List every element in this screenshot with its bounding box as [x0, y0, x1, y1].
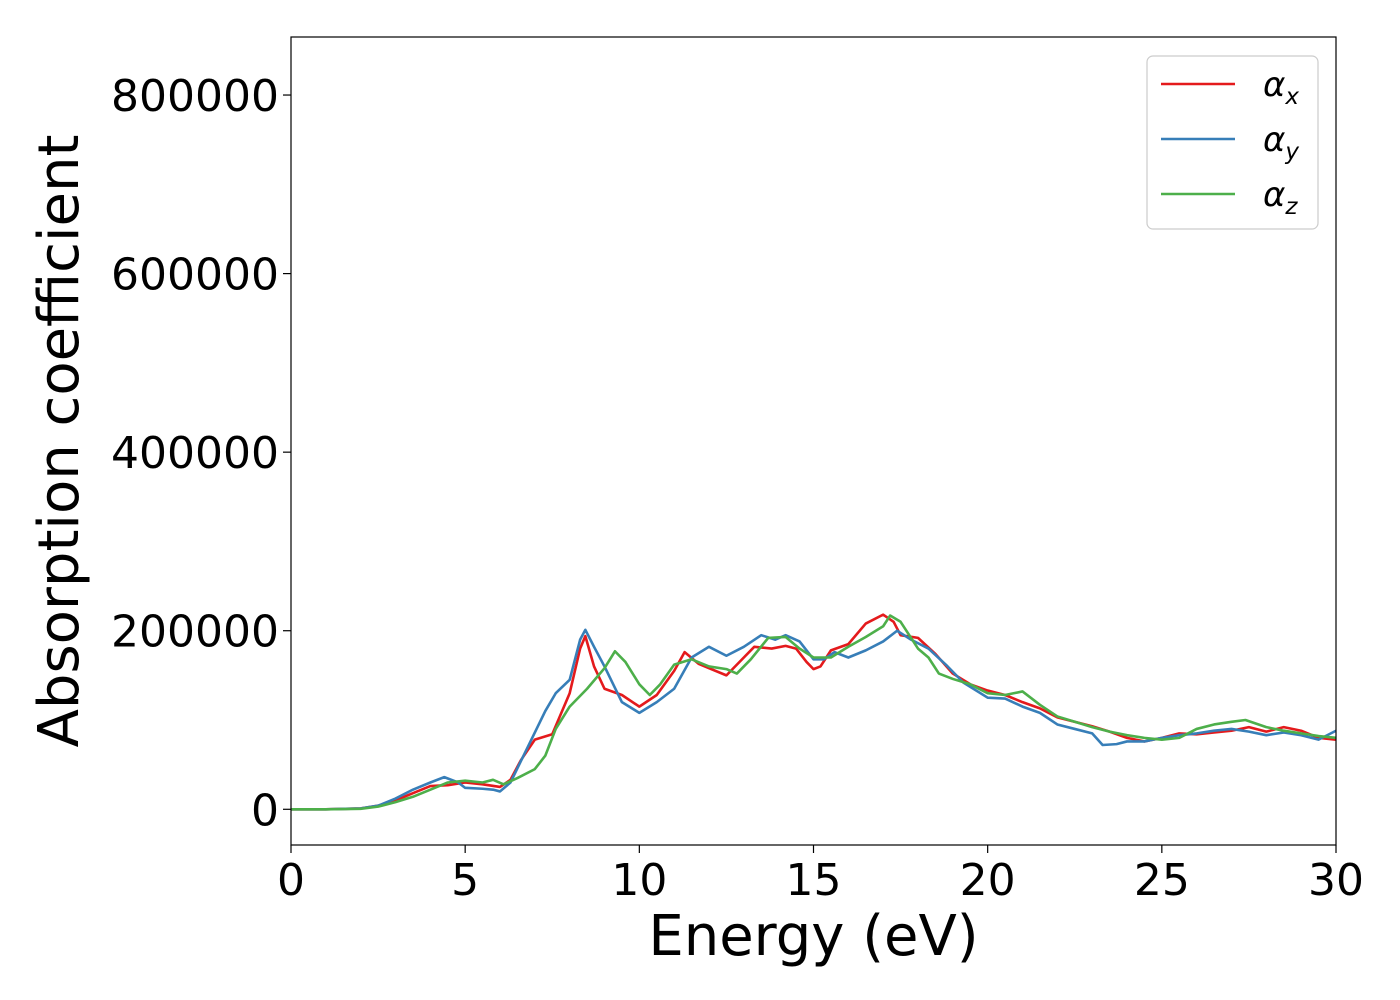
y-tick-label: 400000 [111, 428, 279, 479]
x-axis-label: Energy (eV) [648, 904, 978, 969]
legend-subscript: x [1284, 84, 1299, 110]
x-tick-label: 5 [451, 855, 479, 906]
legend-symbol: α [1263, 175, 1285, 215]
series-line-y [291, 628, 1336, 811]
x-tick-label: 10 [611, 855, 667, 906]
y-tick-label: 200000 [111, 607, 279, 658]
y-tick-label: 800000 [111, 71, 279, 122]
x-tick-label: 30 [1308, 855, 1364, 906]
y-tick-label: 0 [251, 785, 279, 836]
legend-label-z: αz [1263, 175, 1298, 220]
series-line-x [291, 613, 1336, 811]
series-line-z [291, 614, 1336, 811]
legend-subscript: y [1284, 139, 1299, 165]
legend-symbol: α [1263, 65, 1285, 105]
x-tick-label: 25 [1134, 855, 1190, 906]
y-axis: 0 200000 400000 600000 800000 [111, 71, 291, 836]
legend-label-y: αy [1263, 120, 1299, 165]
y-axis-label: Absorption coefficient [27, 135, 92, 748]
series-layer [291, 613, 1336, 811]
legend-box [1146, 55, 1319, 230]
y-tick-label: 600000 [111, 250, 279, 301]
x-axis: 0 5 10 15 20 25 30 [277, 845, 1364, 906]
legend-subscript: z [1284, 194, 1298, 220]
x-tick-label: 15 [786, 855, 842, 906]
legend-label-x: αx [1263, 65, 1299, 110]
x-tick-label: 0 [277, 855, 305, 906]
x-tick-label: 20 [960, 855, 1016, 906]
legend-symbol: α [1263, 120, 1285, 160]
